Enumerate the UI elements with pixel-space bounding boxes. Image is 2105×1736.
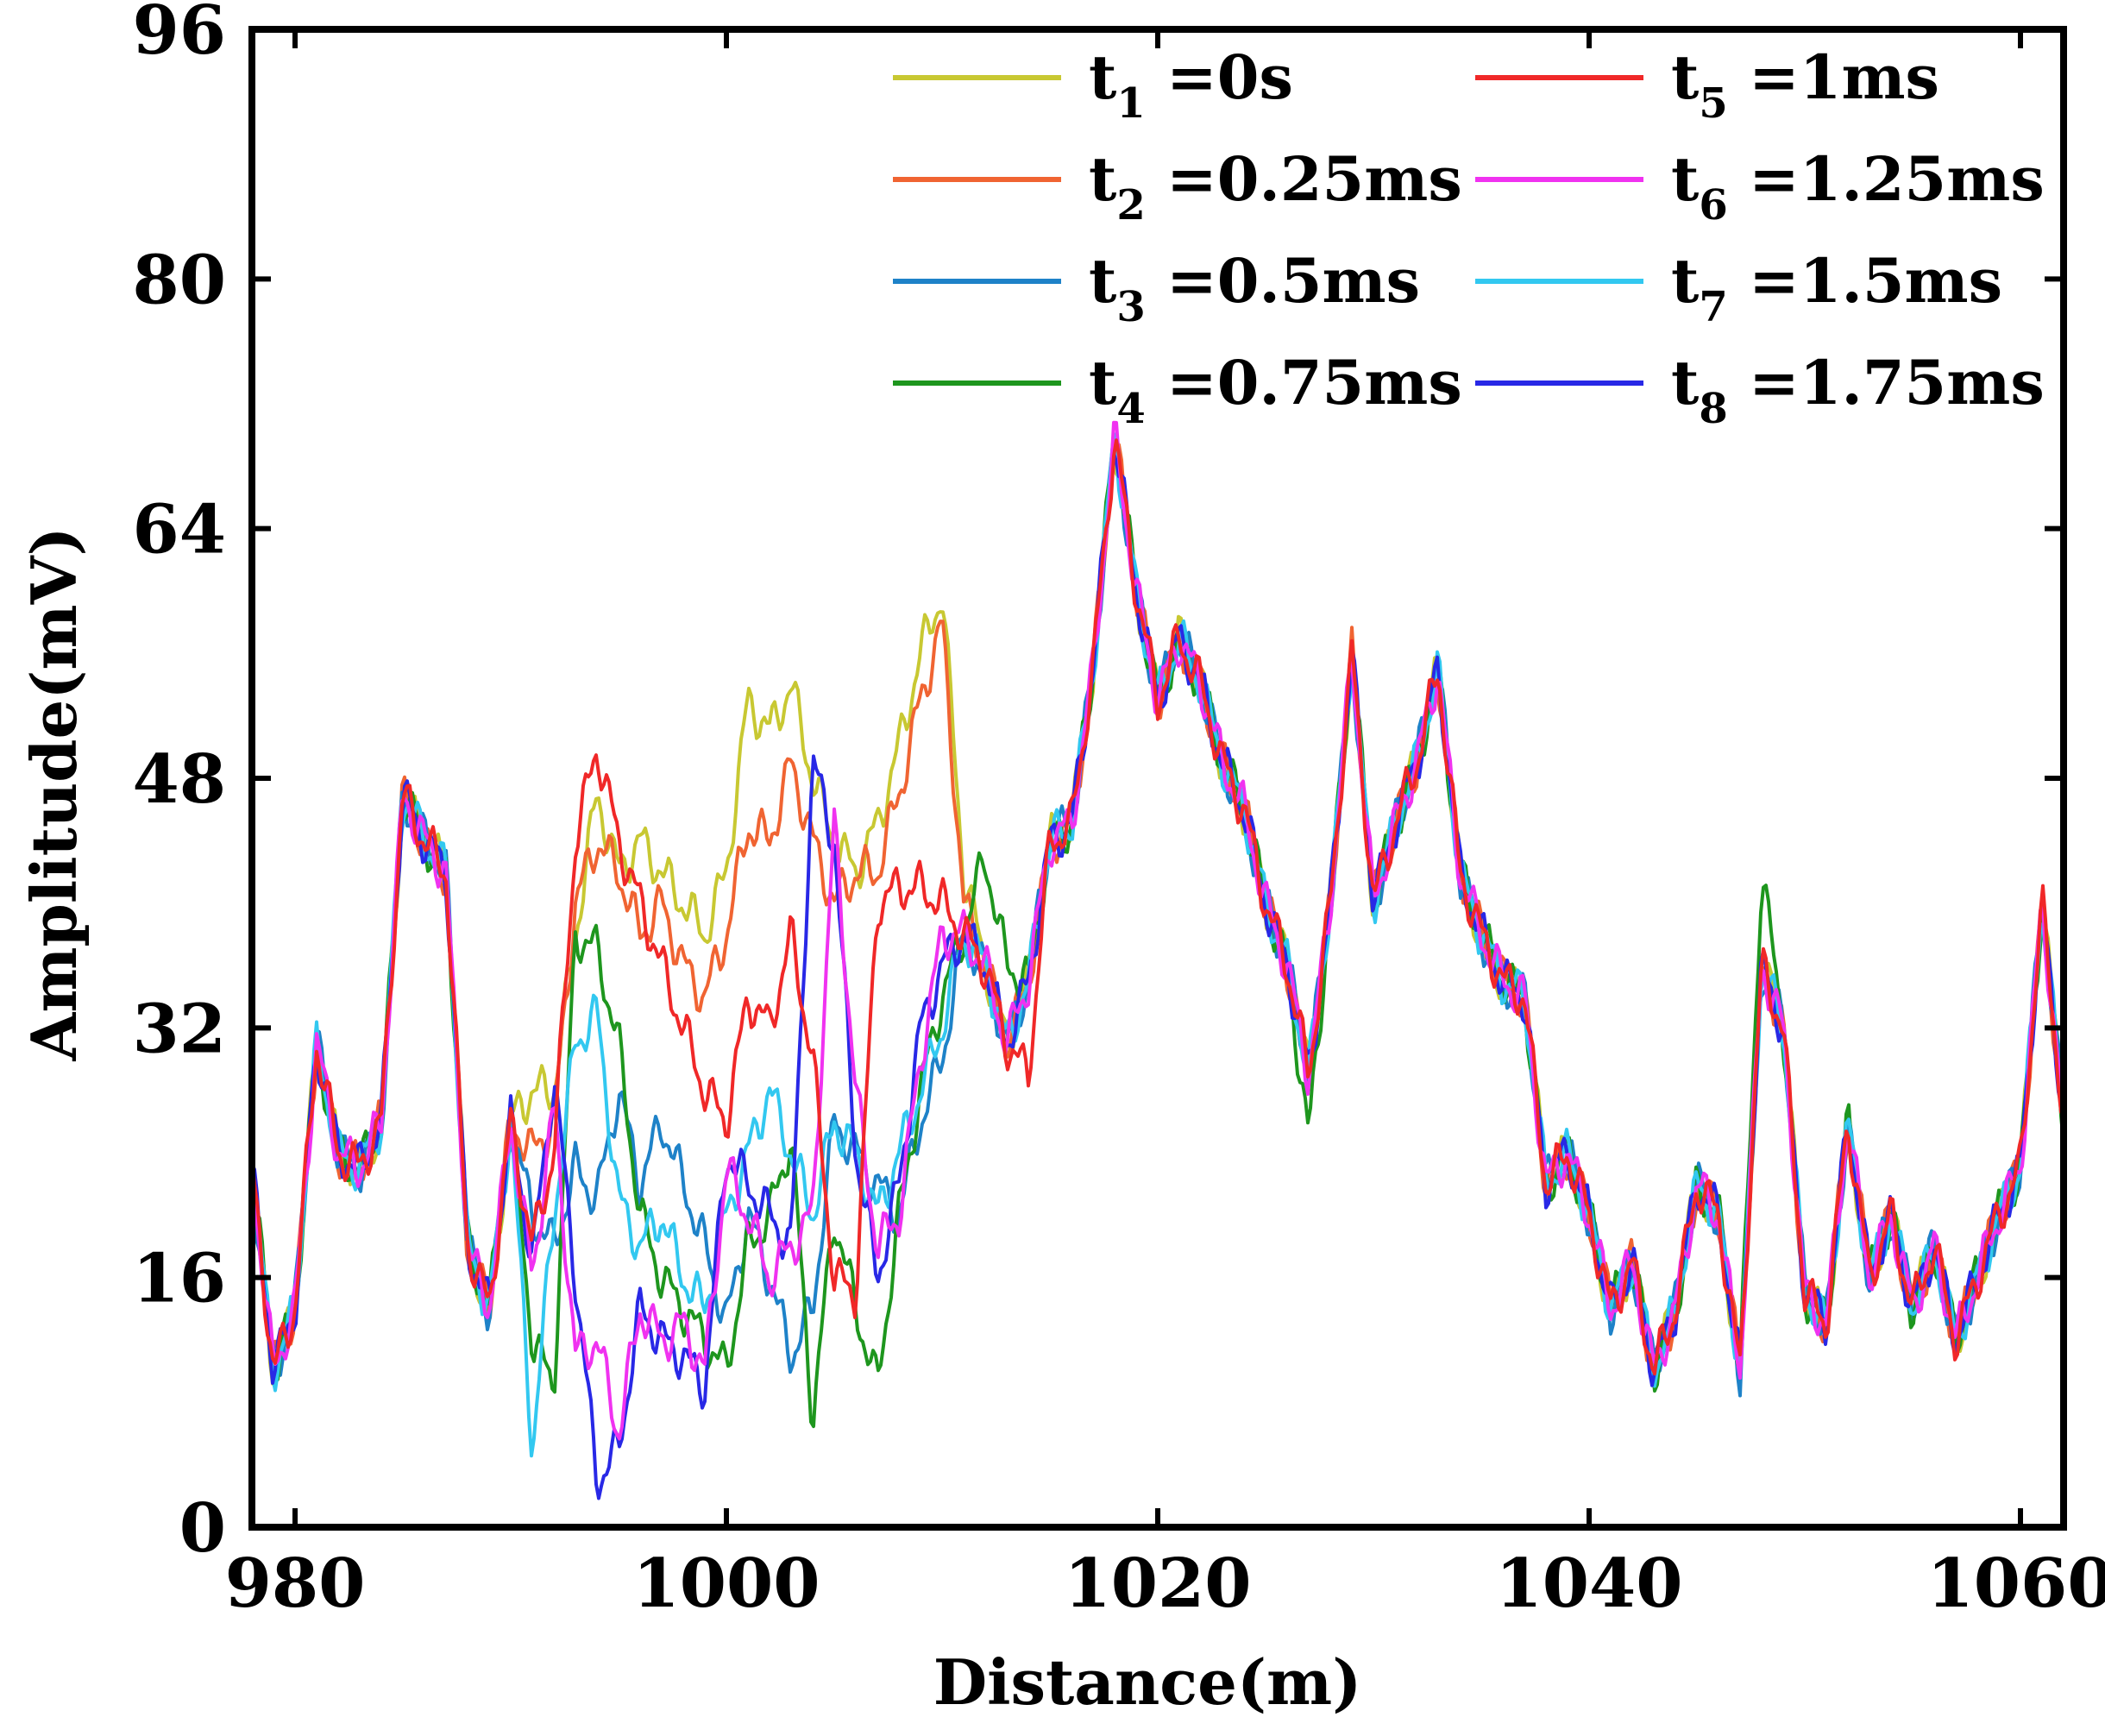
y-tick-label: 0: [179, 1489, 226, 1568]
legend-label: t2 =0.25ms: [1089, 143, 1462, 230]
x-tick-label: 1000: [632, 1544, 820, 1623]
x-tick-label: 980: [225, 1544, 366, 1623]
legend-label: t5 =1ms: [1671, 41, 1939, 128]
legend-item-3: t3 =0.5ms: [893, 245, 1420, 331]
y-axis-title: Amplitude(mV): [17, 526, 91, 1061]
legend-label-rest: =1.25ms: [1728, 143, 2045, 215]
legend-label-main: t: [1089, 143, 1116, 215]
x-tick-label: 1020: [1064, 1544, 1251, 1623]
y-tick-label: 16: [132, 1240, 226, 1318]
legend-item-6: t6 =1.25ms: [1475, 143, 2045, 230]
legend-label-sub: 2: [1116, 181, 1145, 230]
y-tick-label: 48: [132, 740, 226, 819]
legend-label-sub: 8: [1699, 385, 1727, 433]
legend-label-sub: 1: [1116, 79, 1145, 128]
legend-label-main: t: [1671, 41, 1699, 113]
legend-item-2: t2 =0.25ms: [893, 143, 1462, 230]
legend-item-7: t7 =1.5ms: [1475, 245, 2002, 331]
legend-label-rest: =1ms: [1728, 41, 1939, 113]
legend-label-sub: 7: [1699, 283, 1727, 331]
legend-label-sub: 3: [1116, 283, 1145, 331]
legend-label: t4 =0.75ms: [1089, 347, 1462, 433]
x-tick-label: 1060: [1926, 1544, 2105, 1623]
legend-label-main: t: [1089, 41, 1116, 113]
legend-label-rest: =1.5ms: [1728, 245, 2002, 317]
y-tick-label: 96: [132, 0, 226, 70]
x-tick-label: 1040: [1495, 1544, 1682, 1623]
legend-item-8: t8 =1.75ms: [1475, 347, 2045, 433]
legend-label-rest: =0.25ms: [1146, 143, 1462, 215]
legend-label-main: t: [1089, 245, 1116, 317]
legend-label: t3 =0.5ms: [1089, 245, 1420, 331]
legend-item-1: t1 =0s: [893, 41, 1293, 128]
legend-label-sub: 6: [1699, 181, 1727, 230]
y-tick-label: 64: [132, 491, 226, 569]
legend-label-rest: =1.75ms: [1728, 347, 2045, 418]
legend-label: t1 =0s: [1089, 41, 1293, 128]
axis-ticks: [252, 27, 2064, 1530]
legend-label: t8 =1.75ms: [1671, 347, 2045, 433]
series-line-5: [250, 438, 2065, 1376]
y-tick-label: 80: [132, 241, 226, 319]
legend-label-main: t: [1671, 143, 1699, 215]
legend-label-rest: =0.5ms: [1146, 245, 1420, 317]
legend-item-5: t5 =1ms: [1475, 41, 1939, 128]
legend-label: t6 =1.25ms: [1671, 143, 2045, 230]
series-lines: [250, 420, 2065, 1500]
legend-label-rest: =0s: [1146, 41, 1293, 113]
legend-label-main: t: [1671, 347, 1699, 418]
legend-label-sub: 5: [1699, 79, 1727, 128]
legend-label-rest: =0.75ms: [1146, 347, 1462, 418]
legend-label-main: t: [1671, 245, 1699, 317]
x-axis-title: Distance(m): [933, 1645, 1362, 1719]
legend-label: t7 =1.5ms: [1671, 245, 2002, 331]
legend-label-main: t: [1089, 347, 1116, 418]
legend-item-4: t4 =0.75ms: [893, 347, 1462, 433]
legend-label-sub: 4: [1116, 385, 1145, 433]
y-tick-label: 32: [132, 990, 226, 1068]
